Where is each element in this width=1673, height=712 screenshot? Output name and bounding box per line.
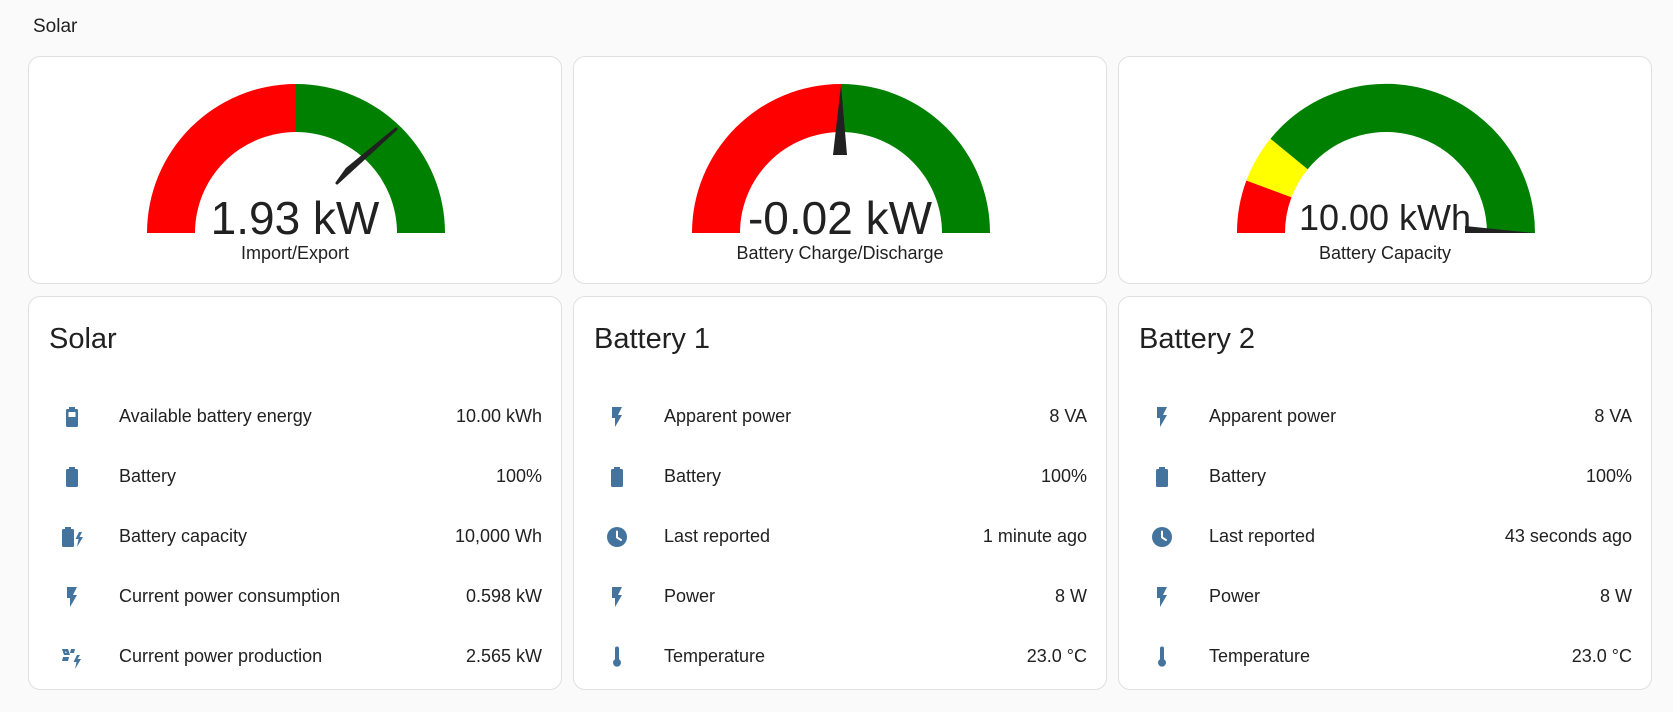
entity-label: Temperature [664,646,766,666]
entity-label: Current power production [119,646,323,666]
gauge-segment-red [147,84,296,233]
gauge-needle [833,85,847,155]
clock-icon [1150,525,1174,549]
battery-icon [1150,465,1174,489]
entity-row-apparent-power[interactable]: Apparent power 8 VA [1119,388,1651,448]
entity-row-current-power-production[interactable]: Current power production 2.565 kW [29,628,561,688]
entity-list: Apparent power 8 VA Battery 100% Last re… [574,388,1106,688]
entities-card-battery-2: Battery 2 Apparent power 8 VA Battery 10… [1118,296,1652,690]
entity-list: Apparent power 8 VA Battery 100% Last re… [1119,388,1651,688]
entity-row-available-battery-energy[interactable]: Available battery energy 10.00 kWh [29,388,561,448]
section-title: Solar [33,16,78,37]
gauge-card-import-export[interactable]: 1.93 kW Import/Export [28,56,562,284]
entity-value: 100% [495,466,542,486]
entity-row-last-reported[interactable]: Last reported 43 seconds ago [1119,508,1651,568]
entity-row-battery-capacity[interactable]: Battery capacity 10,000 Wh [29,508,561,568]
entity-value: 10.00 kWh [455,406,542,426]
flash-icon [60,585,84,609]
gauge-import-export [147,84,445,233]
entity-label: Power [664,586,716,606]
thermometer-icon [605,645,629,669]
entity-value: 100% [1585,466,1632,486]
entity-value: 100% [1040,466,1087,486]
clock-icon [605,525,629,549]
gauge-segment-green [1270,83,1536,233]
gauge-segment-red [692,84,841,233]
entity-value: 8 W [1054,586,1087,606]
entity-row-battery[interactable]: Battery 100% [1119,448,1651,508]
entity-label: Last reported [664,526,771,546]
battery-icon [605,465,629,489]
entity-label: Apparent power [664,406,792,426]
entity-row-battery[interactable]: Battery 100% [574,448,1106,508]
entity-value: 8 VA [1594,406,1632,426]
entity-row-apparent-power[interactable]: Apparent power 8 VA [574,388,1106,448]
gauge-value: 1.93 kW [210,192,380,244]
entity-value: 43 seconds ago [1504,526,1632,546]
thermometer-icon [1150,645,1174,669]
gauge-needle [1465,226,1534,233]
entity-list: Available battery energy 10.00 kWh Batte… [29,388,561,688]
entity-row-current-power-consumption[interactable]: Current power consumption 0.598 kW [29,568,561,628]
gauge-card-battery-capacity[interactable]: 10.00 kWh Battery Capacity [1118,56,1652,284]
entity-value: 0.598 kW [465,586,542,606]
gauge-segment-green [841,84,990,233]
flash-icon [1150,585,1174,609]
gauge-card-battery-charge[interactable]: -0.02 kW Battery Charge/Discharge [573,56,1107,284]
entity-row-temperature[interactable]: Temperature 23.0 °C [574,628,1106,688]
entity-label: Power [1209,586,1261,606]
gauge-name: Battery Capacity [1318,243,1452,263]
gauge-needle [335,127,398,185]
gauge-battery-capacity [1236,83,1536,233]
entity-row-power[interactable]: Power 8 W [574,568,1106,628]
gauge-name: Import/Export [240,243,350,263]
entity-label: Battery [119,466,177,486]
battery-icon [60,465,84,489]
gauge-segment-red [1236,180,1292,233]
entities-card-battery-1: Battery 1 Apparent power 8 VA Battery 10… [573,296,1107,690]
battery-charging-icon [60,525,84,549]
entity-value: 23.0 °C [1571,646,1632,666]
solar-power-icon [60,645,84,669]
card-title: Battery 2 [1139,323,1256,355]
entity-value: 2.565 kW [465,646,542,666]
entity-value: 8 W [1599,586,1632,606]
entity-label: Current power consumption [119,586,341,606]
card-title: Solar [49,323,117,355]
entity-row-power[interactable]: Power 8 W [1119,568,1651,628]
entity-row-last-reported[interactable]: Last reported 1 minute ago [574,508,1106,568]
entity-label: Battery capacity [119,526,248,546]
gauge-segment-green [296,84,445,233]
entity-label: Battery [664,466,722,486]
flash-icon [605,585,629,609]
entity-label: Battery [1209,466,1267,486]
gauge-name: Battery Charge/Discharge [736,243,944,263]
gauge-value: 10.00 kWh [1298,197,1472,238]
gauge-value: -0.02 kW [747,192,933,244]
entity-value: 1 minute ago [982,526,1087,546]
card-title: Battery 1 [594,323,711,355]
entity-label: Temperature [1209,646,1311,666]
entity-value: 8 VA [1049,406,1087,426]
entity-row-battery[interactable]: Battery 100% [29,448,561,508]
battery-level-icon [60,405,84,429]
flash-icon [1150,405,1174,429]
gauge-segment-yellow [1246,138,1308,198]
entity-label: Available battery energy [119,406,312,426]
entity-label: Apparent power [1209,406,1337,426]
flash-icon [605,405,629,429]
entity-row-temperature[interactable]: Temperature 23.0 °C [1119,628,1651,688]
gauge-battery-charge [692,84,990,233]
entities-card-solar: Solar Available battery energy 10.00 kWh… [28,296,562,690]
entity-value: 23.0 °C [1026,646,1087,666]
entity-value: 10,000 Wh [454,526,542,546]
entity-label: Last reported [1209,526,1316,546]
